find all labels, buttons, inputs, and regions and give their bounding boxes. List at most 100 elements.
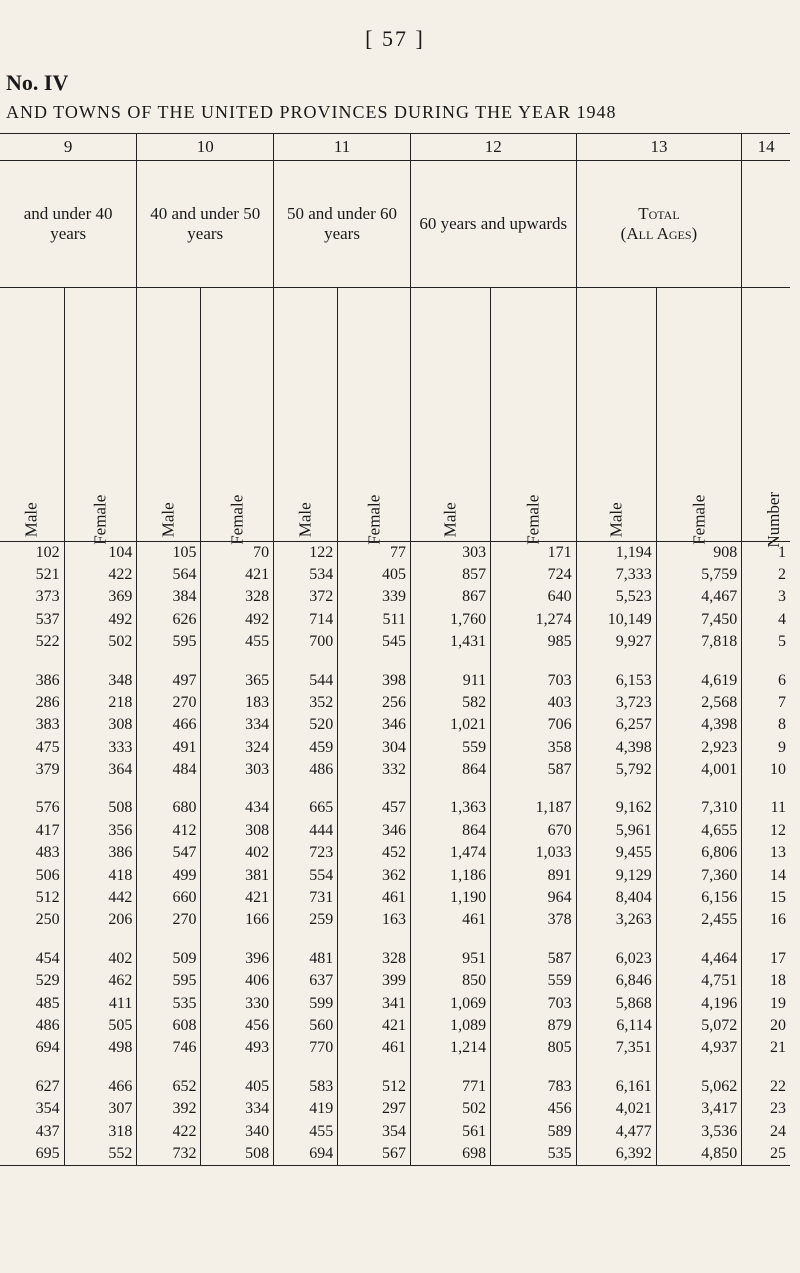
data-cell: 405 xyxy=(201,1060,274,1098)
row-number-cell: 21 xyxy=(742,1037,790,1059)
data-cell: 1,274 xyxy=(491,609,577,631)
col-number-14: 14 xyxy=(742,134,790,161)
row-number-cell: 7 xyxy=(742,692,790,714)
data-cell: 328 xyxy=(338,932,411,970)
data-cell: 640 xyxy=(491,586,577,608)
data-cell: 484 xyxy=(137,759,201,781)
data-cell: 6,257 xyxy=(576,714,656,736)
row-number-cell: 2 xyxy=(742,564,790,586)
data-cell: 346 xyxy=(338,820,411,842)
data-cell: 6,153 xyxy=(576,654,656,692)
data-cell: 105 xyxy=(137,541,201,564)
data-cell: 1,186 xyxy=(410,865,490,887)
row-number-cell: 5 xyxy=(742,631,790,653)
data-cell: 102 xyxy=(0,541,64,564)
data-cell: 637 xyxy=(274,970,338,992)
data-cell: 437 xyxy=(0,1121,64,1143)
data-cell: 5,523 xyxy=(576,586,656,608)
table-row: 10210410570122773031711,1949081 xyxy=(0,541,790,564)
row-number-cell: 12 xyxy=(742,820,790,842)
subhead-male-5: Male xyxy=(576,287,656,541)
data-cell: 405 xyxy=(338,564,411,586)
table-row: 5225025954557005451,4319859,9277,8185 xyxy=(0,631,790,653)
data-cell: 554 xyxy=(274,865,338,887)
data-cell: 850 xyxy=(410,970,490,992)
table-row: 4544025093964813289515876,0234,46417 xyxy=(0,932,790,970)
data-cell: 560 xyxy=(274,1015,338,1037)
row-number-cell: 20 xyxy=(742,1015,790,1037)
data-cell: 1,760 xyxy=(410,609,490,631)
table-row: 3733693843283723398676405,5234,4673 xyxy=(0,586,790,608)
data-cell: 499 xyxy=(137,865,201,887)
data-cell: 372 xyxy=(274,586,338,608)
data-cell: 461 xyxy=(338,887,411,909)
row-number-cell: 24 xyxy=(742,1121,790,1143)
data-cell: 508 xyxy=(201,1143,274,1166)
data-cell: 509 xyxy=(137,932,201,970)
data-cell: 544 xyxy=(274,654,338,692)
page: [ 57 ] No. IV AND TOWNS OF THE UNITED PR… xyxy=(0,0,800,1273)
data-cell: 334 xyxy=(201,714,274,736)
data-cell: 493 xyxy=(201,1037,274,1059)
data-cell: 5,868 xyxy=(576,993,656,1015)
data-cell: 455 xyxy=(201,631,274,653)
data-cell: 660 xyxy=(137,887,201,909)
data-cell: 985 xyxy=(491,631,577,653)
data-cell: 381 xyxy=(201,865,274,887)
row-number-cell: 14 xyxy=(742,865,790,887)
population-table: 9 10 11 12 13 14 and under 40 years 40 a… xyxy=(0,133,790,1180)
row-number-cell: 16 xyxy=(742,909,790,931)
data-cell: 587 xyxy=(491,932,577,970)
data-cell: 422 xyxy=(137,1121,201,1143)
data-cell: 5,792 xyxy=(576,759,656,781)
data-cell: 552 xyxy=(64,1143,137,1166)
row-number-cell: 11 xyxy=(742,781,790,819)
data-cell: 398 xyxy=(338,654,411,692)
subhead-female-3: Female xyxy=(338,287,411,541)
data-cell: 670 xyxy=(491,820,577,842)
data-cell: 328 xyxy=(201,586,274,608)
data-cell: 497 xyxy=(137,654,201,692)
data-cell: 520 xyxy=(274,714,338,736)
data-cell: 4,398 xyxy=(576,737,656,759)
data-cell: 512 xyxy=(338,1060,411,1098)
data-cell: 7,333 xyxy=(576,564,656,586)
data-cell: 270 xyxy=(137,692,201,714)
data-cell: 1,187 xyxy=(491,781,577,819)
data-cell: 695 xyxy=(0,1143,64,1166)
data-cell: 417 xyxy=(0,820,64,842)
data-cell: 770 xyxy=(274,1037,338,1059)
data-cell: 358 xyxy=(491,737,577,759)
data-cell: 561 xyxy=(410,1121,490,1143)
data-cell: 378 xyxy=(491,909,577,931)
data-cell: 879 xyxy=(491,1015,577,1037)
data-cell: 421 xyxy=(201,887,274,909)
data-cell: 308 xyxy=(201,820,274,842)
data-cell: 399 xyxy=(338,970,411,992)
data-cell: 481 xyxy=(274,932,338,970)
subhead-male-4: Male xyxy=(410,287,490,541)
data-cell: 891 xyxy=(491,865,577,887)
table-row: 4854115353305993411,0697035,8684,19619 xyxy=(0,993,790,1015)
data-cell: 348 xyxy=(64,654,137,692)
data-cell: 250 xyxy=(0,909,64,931)
data-cell: 511 xyxy=(338,609,411,631)
data-cell: 8,404 xyxy=(576,887,656,909)
data-cell: 771 xyxy=(410,1060,490,1098)
data-cell: 559 xyxy=(410,737,490,759)
data-cell: 1,021 xyxy=(410,714,490,736)
data-cell: 4,751 xyxy=(656,970,742,992)
data-cell: 1,214 xyxy=(410,1037,490,1059)
data-cell: 386 xyxy=(64,842,137,864)
data-cell: 599 xyxy=(274,993,338,1015)
row-number-cell: 9 xyxy=(742,737,790,759)
data-cell: 461 xyxy=(410,909,490,931)
col-number-12: 12 xyxy=(410,134,576,161)
data-cell: 545 xyxy=(338,631,411,653)
table-row: 6274666524055835127717836,1615,06222 xyxy=(0,1060,790,1098)
col-number-10: 10 xyxy=(137,134,274,161)
data-cell: 303 xyxy=(410,541,490,564)
subhead-female-5: Female xyxy=(656,287,742,541)
data-cell: 1,089 xyxy=(410,1015,490,1037)
table-row: 5124426604217314611,1909648,4046,15615 xyxy=(0,887,790,909)
